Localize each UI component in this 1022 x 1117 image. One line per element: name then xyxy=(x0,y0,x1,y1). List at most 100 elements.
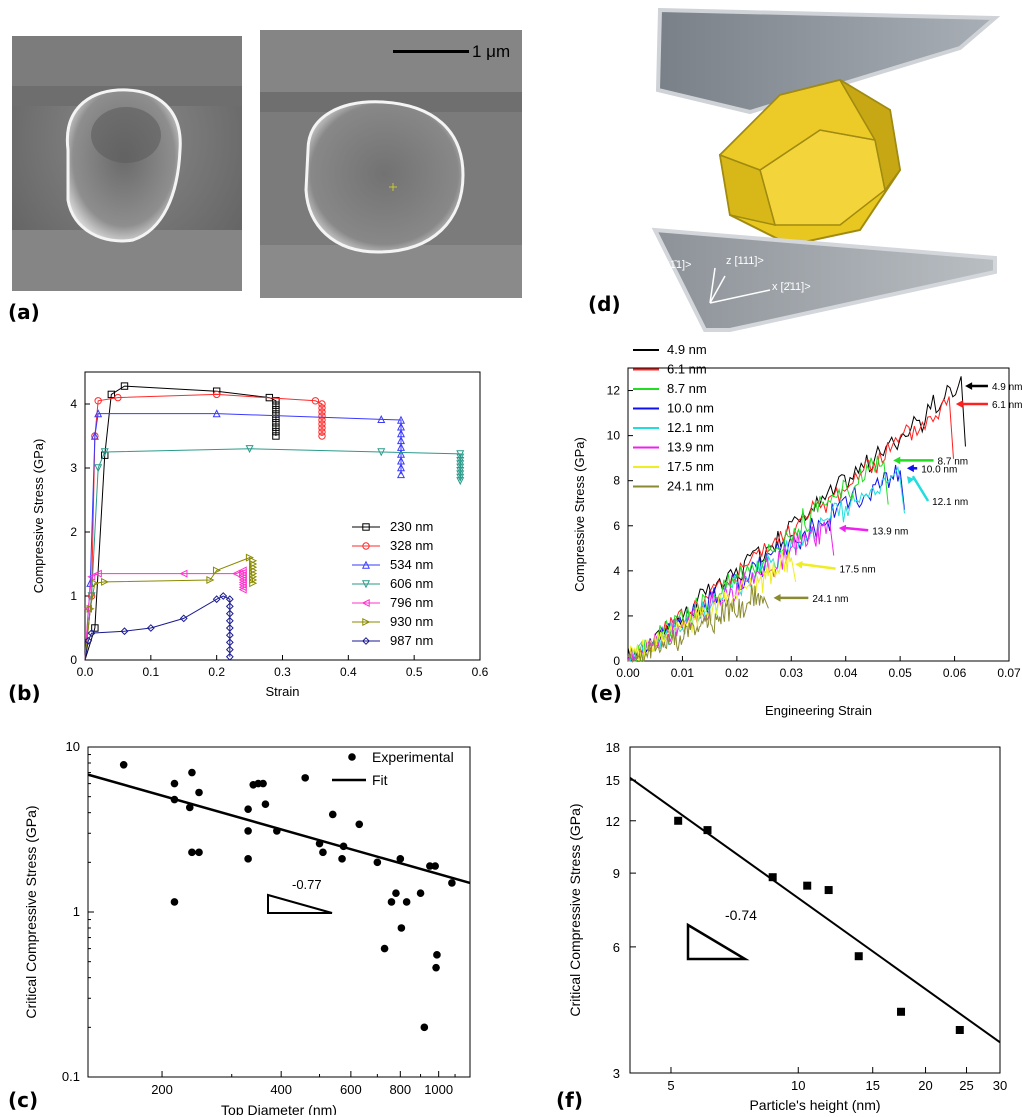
panel-label-e: (e) xyxy=(590,681,622,705)
data-point xyxy=(311,397,320,405)
data-point xyxy=(392,889,400,897)
panel-label-d: (d) xyxy=(588,292,621,316)
y-tick-label: 3 xyxy=(613,1066,620,1081)
y-tick-label: 1 xyxy=(70,589,77,603)
x-tick-label: 0.03 xyxy=(780,666,804,680)
legend-label: 8.7 nm xyxy=(667,381,707,396)
annotation-label: 12.1 nm xyxy=(932,497,968,508)
data-point xyxy=(272,427,280,436)
data-point xyxy=(768,873,777,882)
x-tick-label: 200 xyxy=(151,1082,173,1097)
slope-label: -0.77 xyxy=(292,877,322,892)
data-point xyxy=(416,889,425,897)
data-point xyxy=(120,627,129,636)
data-point xyxy=(225,638,234,647)
data-point xyxy=(225,624,234,632)
x-tick-label: 0.07 xyxy=(997,666,1021,680)
data-point xyxy=(338,855,346,863)
slope-triangle xyxy=(686,922,750,961)
x-tick-label: 0.3 xyxy=(274,665,291,679)
series-328-nm xyxy=(84,390,326,661)
data-point xyxy=(803,881,812,890)
legend-label: 328 nm xyxy=(390,538,433,553)
y-tick-label: 12 xyxy=(606,814,620,829)
data-point xyxy=(431,862,439,870)
annotation-label: 24.1 nm xyxy=(812,594,848,605)
data-point xyxy=(83,604,92,613)
scale-bar xyxy=(393,50,469,53)
data-point xyxy=(91,624,99,632)
legend-label: 534 nm xyxy=(390,557,433,572)
x-axis-label: Engineering Strain xyxy=(765,703,872,718)
y-axis-label: Compressive Stress (GPa) xyxy=(572,437,587,592)
panel-a: 1 μm xyxy=(8,30,528,330)
data-point xyxy=(94,409,103,418)
x-tick-label: 0.06 xyxy=(943,666,967,680)
annotation-arrowhead xyxy=(906,464,914,473)
annotation: 4.9 nm xyxy=(965,382,1022,393)
data-point xyxy=(232,569,241,578)
annotation-arrowhead xyxy=(955,400,963,408)
y-tick-label: 9 xyxy=(613,866,620,881)
data-point xyxy=(179,614,188,623)
annotation: 10.0 nm xyxy=(906,464,957,475)
series-line xyxy=(84,393,323,661)
annotation-arrowhead xyxy=(795,561,803,569)
data-point xyxy=(219,592,228,600)
data-point xyxy=(101,577,110,586)
x-tick-label: 0.6 xyxy=(472,665,489,679)
y-tick-label: 4 xyxy=(613,564,620,578)
data-point xyxy=(188,768,196,777)
series-line xyxy=(84,385,277,661)
data-point xyxy=(319,848,327,857)
data-point xyxy=(318,428,326,436)
data-point xyxy=(90,431,99,440)
data-point xyxy=(195,788,203,797)
legend-label: 6.1 nm xyxy=(667,362,707,377)
chart-f: 5 10 15 20 25 30 3 6 9 12 15 18 Particle's height (n… xyxy=(567,740,1007,1113)
series-8.7-nm xyxy=(627,455,889,663)
y-tick-label: 6 xyxy=(613,519,620,533)
legend-label: 17.5 nm xyxy=(667,459,714,474)
axis-label-x: x [2̄11]> xyxy=(772,281,811,293)
annotation-label: 6.1 nm xyxy=(992,400,1022,411)
annotation: 17.5 nm xyxy=(795,561,876,576)
data-point xyxy=(387,898,396,906)
data-point xyxy=(225,652,234,661)
data-point xyxy=(318,424,326,432)
series-data xyxy=(674,816,964,1034)
data-point xyxy=(249,575,258,585)
series-line xyxy=(84,569,244,661)
data-point xyxy=(225,602,234,611)
x-tick-label: 0.0 xyxy=(77,665,94,679)
y-tick-label: 10 xyxy=(607,429,621,443)
annotation: 24.1 nm xyxy=(773,594,848,605)
y-tick-label: 0.1 xyxy=(62,1069,80,1084)
data-point xyxy=(402,898,411,906)
data-point xyxy=(212,566,221,575)
data-point xyxy=(206,575,215,585)
legend-marker xyxy=(361,560,371,569)
series-796-nm xyxy=(83,566,247,661)
legend-label: 606 nm xyxy=(390,576,433,591)
data-point xyxy=(179,569,188,578)
series-4.9-nm xyxy=(627,376,966,662)
x-tick-label: 10 xyxy=(791,1078,805,1093)
y-tick-label: 0 xyxy=(70,653,77,667)
legend-label: 24.1 nm xyxy=(667,479,714,494)
x-tick-label: 20 xyxy=(918,1078,932,1093)
annotation: 8.7 nm xyxy=(893,456,968,467)
plot-frame xyxy=(629,746,1001,1074)
data-point xyxy=(824,886,833,895)
data-point xyxy=(93,569,102,578)
data-point xyxy=(377,415,386,424)
x-axis-label: Strain xyxy=(266,684,300,699)
data-point xyxy=(301,774,309,782)
slope-label: -0.74 xyxy=(725,907,757,923)
data-point xyxy=(244,805,252,813)
data-point xyxy=(318,412,326,420)
data-point xyxy=(170,779,179,788)
y-tick-label: 8 xyxy=(613,474,620,488)
panel-label-c: (c) xyxy=(8,1088,39,1112)
data-point xyxy=(703,826,712,835)
